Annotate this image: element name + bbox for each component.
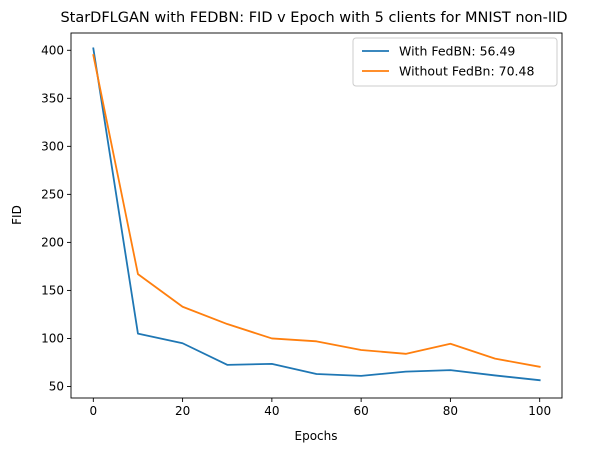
plot-area — [71, 33, 562, 398]
series-layer — [92, 47, 541, 382]
series-line-without-fedbn-70-48 — [92, 54, 541, 368]
y-tick-label: 250 — [41, 188, 64, 202]
y-axis-label: FID — [10, 205, 24, 225]
legend-label-with-fedbn: With FedBN: 56.49 — [399, 44, 515, 59]
y-tick-label: 300 — [41, 140, 64, 154]
legend: With FedBN: 56.49 Without FedBn: 70.48 — [352, 37, 558, 87]
y-tick-label: 350 — [41, 92, 64, 106]
x-tick-label: 80 — [443, 404, 458, 418]
chart-title: StarDFLGAN with FEDBN: FID v Epoch with … — [60, 10, 567, 26]
x-tick-label: 100 — [528, 404, 551, 418]
x-tick-label: 20 — [175, 404, 190, 418]
series-line-with-fedbn-56-49 — [92, 47, 541, 382]
legend-label-without-fedbn: Without FedBn: 70.48 — [399, 64, 534, 79]
y-tick-label: 150 — [41, 284, 64, 298]
x-tick-label: 0 — [89, 404, 97, 418]
x-axis-label: Epochs — [295, 429, 338, 443]
y-tick-label: 100 — [41, 332, 64, 346]
x-axis: 0 20 40 60 80 100 — [89, 398, 551, 418]
legend-box — [352, 37, 558, 87]
y-tick-label: 400 — [41, 43, 64, 57]
axes-frame — [70, 32, 563, 399]
y-tick-label: 200 — [41, 236, 64, 250]
y-tick-label: 50 — [49, 380, 64, 394]
x-tick-label: 40 — [264, 404, 279, 418]
x-tick-label: 60 — [353, 404, 368, 418]
y-axis: 50 100 150 200 250 300 350 400 — [41, 43, 71, 394]
